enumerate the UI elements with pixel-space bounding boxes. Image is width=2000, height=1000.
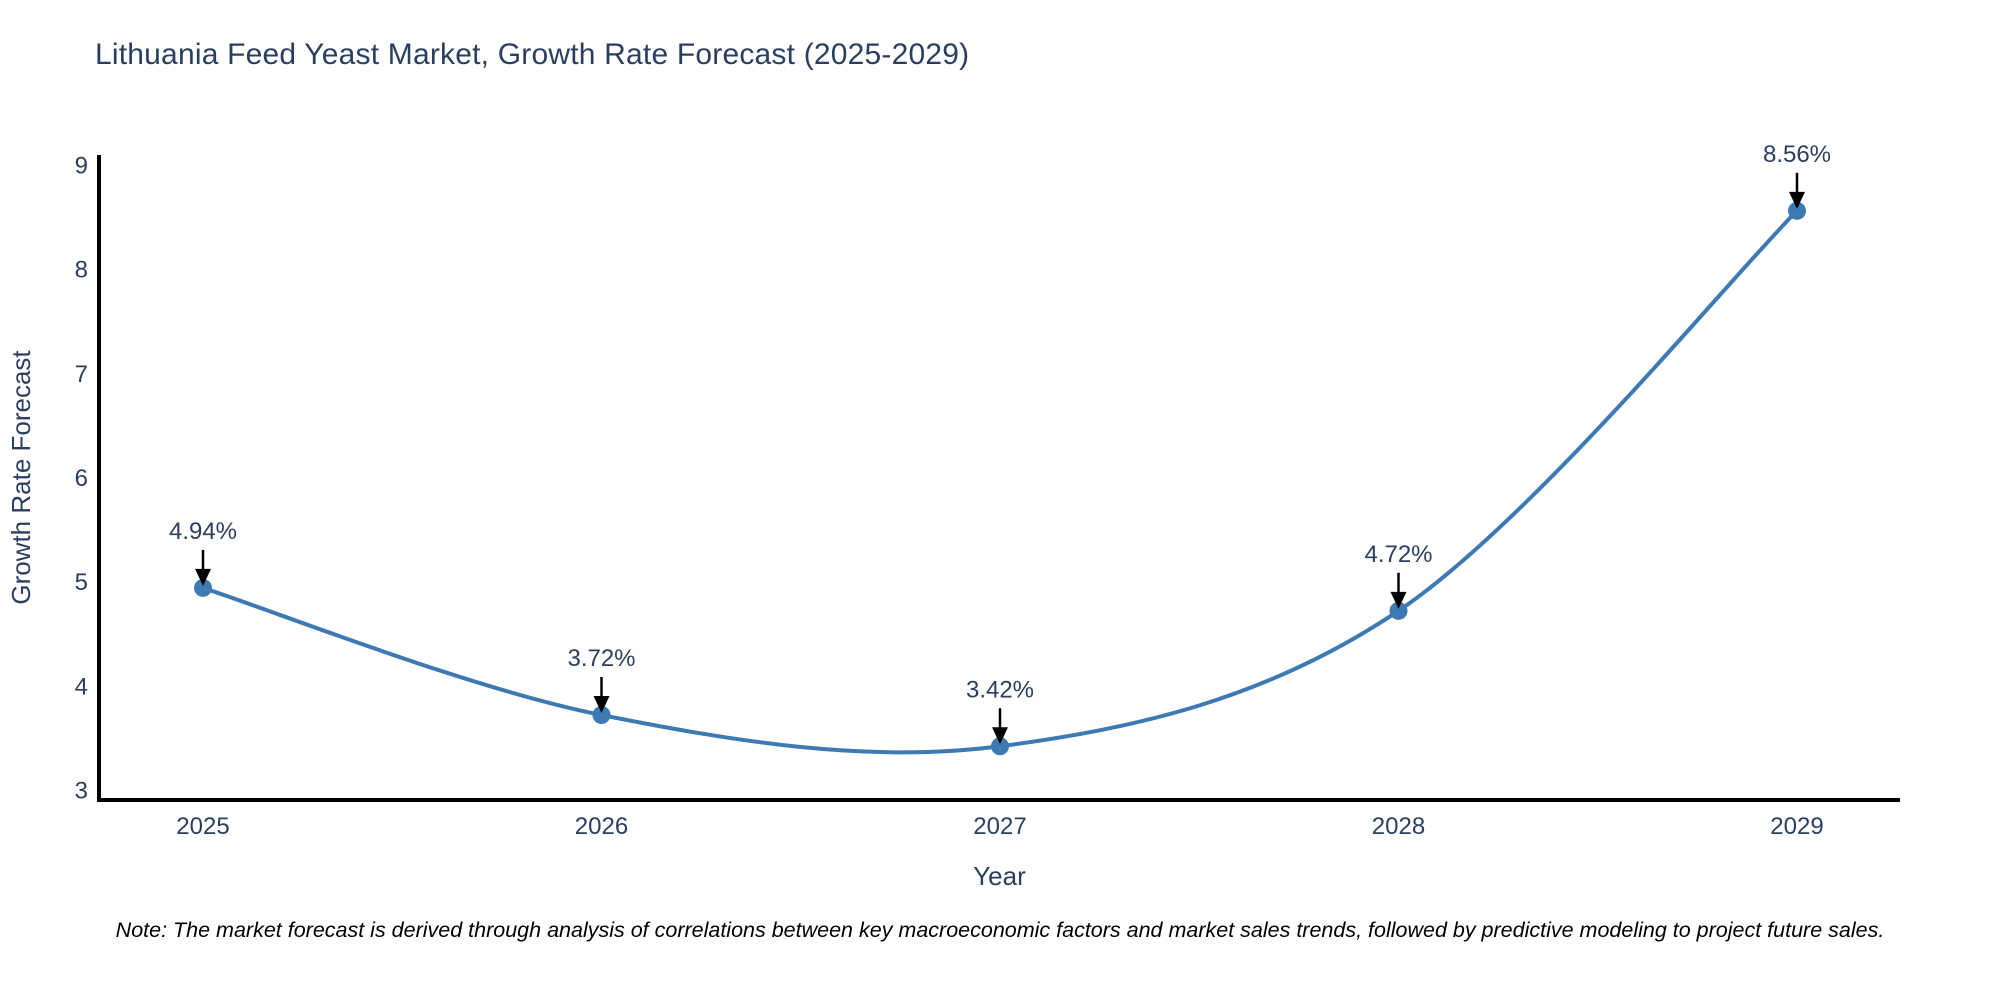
data-point-label: 3.72% [567, 645, 635, 672]
annotation-arrowhead-icon [593, 696, 610, 713]
data-point-marker [194, 578, 212, 597]
data-point-label: 3.42% [966, 676, 1034, 703]
data-point-label: 8.56% [1763, 141, 1831, 168]
annotation-arrowhead-icon [1390, 591, 1407, 609]
data-point-label: 4.94% [169, 518, 237, 545]
y-tick-label: 3 [75, 778, 88, 805]
data-point-label: 4.72% [1364, 541, 1432, 568]
chart-title: Lithuania Feed Yeast Market, Growth Rate… [95, 38, 970, 71]
growth-rate-line-series [201, 208, 1799, 755]
x-tick-label: 2027 [973, 813, 1026, 840]
y-tick-label: 9 [75, 152, 88, 179]
y-axis-title: Growth Rate Forecast [6, 350, 36, 605]
data-point-marker [1788, 201, 1806, 220]
y-tick-label: 7 [75, 361, 88, 388]
data-point-marker [592, 706, 611, 724]
data-point-marker [1389, 601, 1408, 620]
x-tick-label: 2028 [1372, 813, 1425, 840]
annotation-arrowhead-icon [195, 568, 211, 586]
y-tick-label: 4 [75, 673, 88, 700]
annotation-arrowhead-icon [1789, 191, 1805, 209]
data-point-marker [991, 737, 1009, 756]
x-axis-title: Year [973, 861, 1026, 891]
y-tick-label: 6 [75, 465, 88, 492]
x-tick-label: 2025 [176, 813, 229, 840]
y-tick-label: 5 [75, 569, 88, 596]
chart-footnote: Note: The market forecast is derived thr… [115, 918, 1885, 942]
y-tick-label: 8 [75, 257, 88, 284]
x-tick-label: 2026 [575, 813, 628, 840]
annotation-arrowhead-icon [992, 727, 1008, 745]
x-tick-label: 2029 [1770, 813, 1823, 840]
